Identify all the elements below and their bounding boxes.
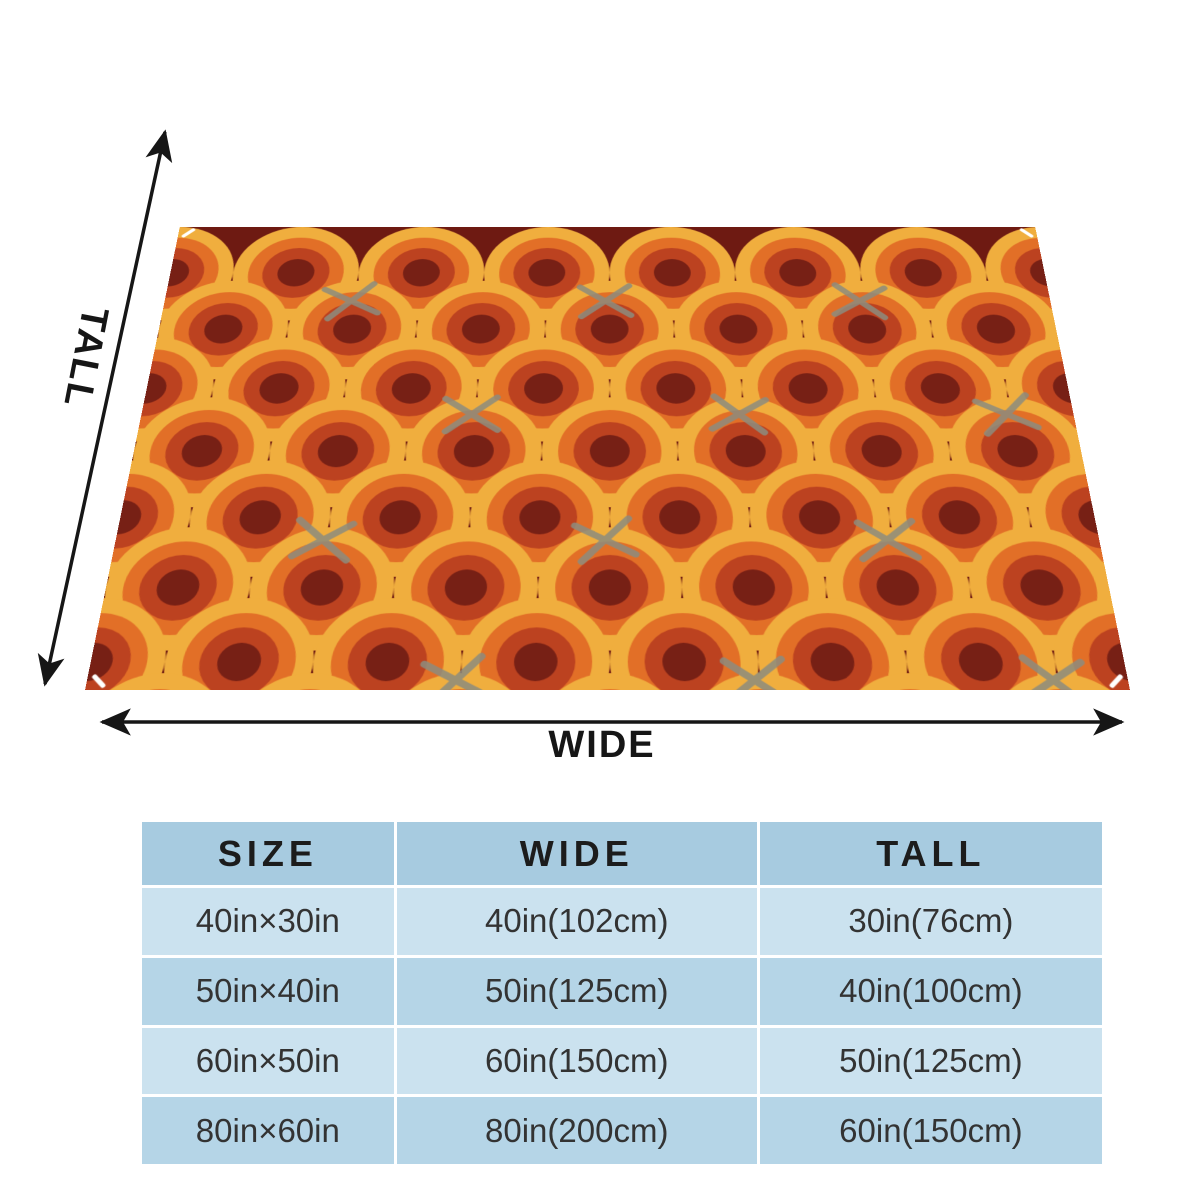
size-table-cell: 60in(150cm) <box>396 1027 757 1095</box>
size-table-header-size: SIZE <box>142 822 394 885</box>
tall-dimension-arrow <box>37 129 173 687</box>
size-table-cell: 60in×50in <box>142 1027 394 1095</box>
size-table-header-tall: TALL <box>759 822 1102 885</box>
size-table-cell: 50in(125cm) <box>759 1027 1102 1095</box>
blanket-pattern-svg <box>85 226 1130 690</box>
size-table-cell: 60in(150cm) <box>759 1097 1102 1164</box>
size-table-cell: 40in(100cm) <box>759 957 1102 1025</box>
size-table-header-wide: WIDE <box>396 822 757 885</box>
size-table-cell: 40in×30in <box>142 888 394 955</box>
tall-arrow-line <box>37 129 173 687</box>
size-table-cell: 80in×60in <box>142 1097 394 1164</box>
size-chart-table: SIZE WIDE TALL 40in×30in 40in(102cm) 30i… <box>142 822 1102 1164</box>
size-table-cell: 30in(76cm) <box>759 888 1102 955</box>
size-table-cell: 80in(200cm) <box>396 1097 757 1164</box>
blanket-product-photo <box>85 226 1130 690</box>
wide-dimension-label: WIDE <box>548 724 656 766</box>
size-table-cell: 50in×40in <box>142 957 394 1025</box>
size-table-cell: 40in(102cm) <box>396 888 757 955</box>
size-table-cell: 50in(125cm) <box>396 957 757 1025</box>
wide-dimension-arrow <box>99 708 1125 736</box>
